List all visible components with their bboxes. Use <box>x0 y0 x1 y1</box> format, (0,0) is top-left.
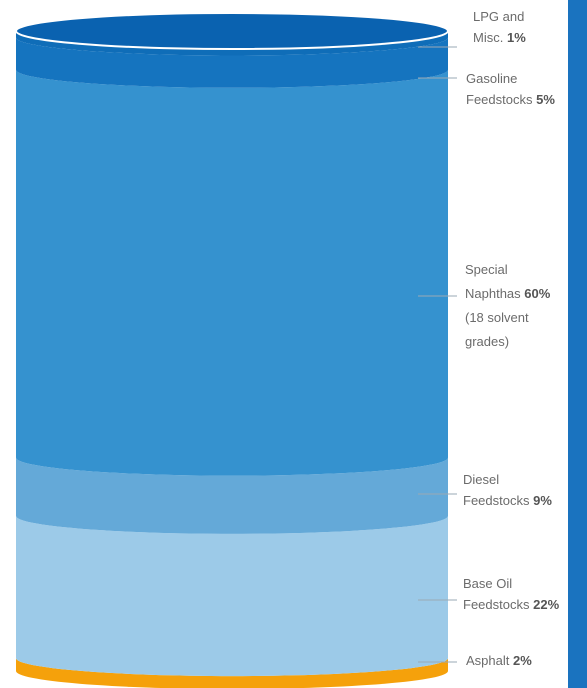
band-gasoline-feedstocks <box>16 37 448 88</box>
label-lpg: LPG and Misc. 1% <box>473 6 526 48</box>
label-gasoline: Gasoline Feedstocks 5% <box>466 68 555 110</box>
label-naphthas-line2: Naphthas <box>465 286 521 301</box>
label-diesel: Diesel Feedstocks 9% <box>463 469 552 511</box>
label-diesel-value: 9% <box>533 493 552 508</box>
band-special-naphthas <box>16 69 448 476</box>
label-lpg-line1: LPG and <box>473 9 525 24</box>
label-asphalt: Asphalt 2% <box>466 650 532 671</box>
leader-lines <box>418 46 457 663</box>
label-baseoil-value: 22% <box>533 597 560 612</box>
label-baseoil-line2: Feedstocks <box>463 597 530 612</box>
band-lpg-and-misc <box>16 31 448 56</box>
label-naphthas: Special Naphthas 60% (18 solvent grades) <box>465 258 550 354</box>
cylinder-bands <box>15 12 449 688</box>
label-asphalt-line1: Asphalt <box>466 653 510 668</box>
label-naphthas-value: 60% <box>524 286 551 301</box>
label-diesel-line1: Diesel <box>463 472 500 487</box>
band-diesel-feedstocks <box>16 457 448 534</box>
band-base-oil-feedstocks <box>16 515 448 677</box>
label-lpg-line2: Misc. <box>473 30 504 45</box>
label-naphthas-line4: grades) <box>465 334 510 349</box>
label-baseoil-line1: Base Oil <box>463 576 513 591</box>
label-asphalt-value: 2% <box>513 653 532 668</box>
label-gasoline-line1: Gasoline <box>466 71 518 86</box>
label-gasoline-value: 5% <box>536 92 555 107</box>
band-asphalt <box>16 658 448 688</box>
label-naphthas-line3: (18 solvent <box>465 310 529 325</box>
label-lpg-value: 1% <box>506 30 526 45</box>
cylinder-top <box>15 12 449 50</box>
accent-bar <box>568 0 587 688</box>
label-diesel-line2: Feedstocks <box>463 493 530 508</box>
label-naphthas-line1: Special <box>465 262 508 277</box>
label-baseoil: Base Oil Feedstocks 22% <box>463 573 559 615</box>
label-gasoline-line2: Feedstocks <box>466 92 533 107</box>
